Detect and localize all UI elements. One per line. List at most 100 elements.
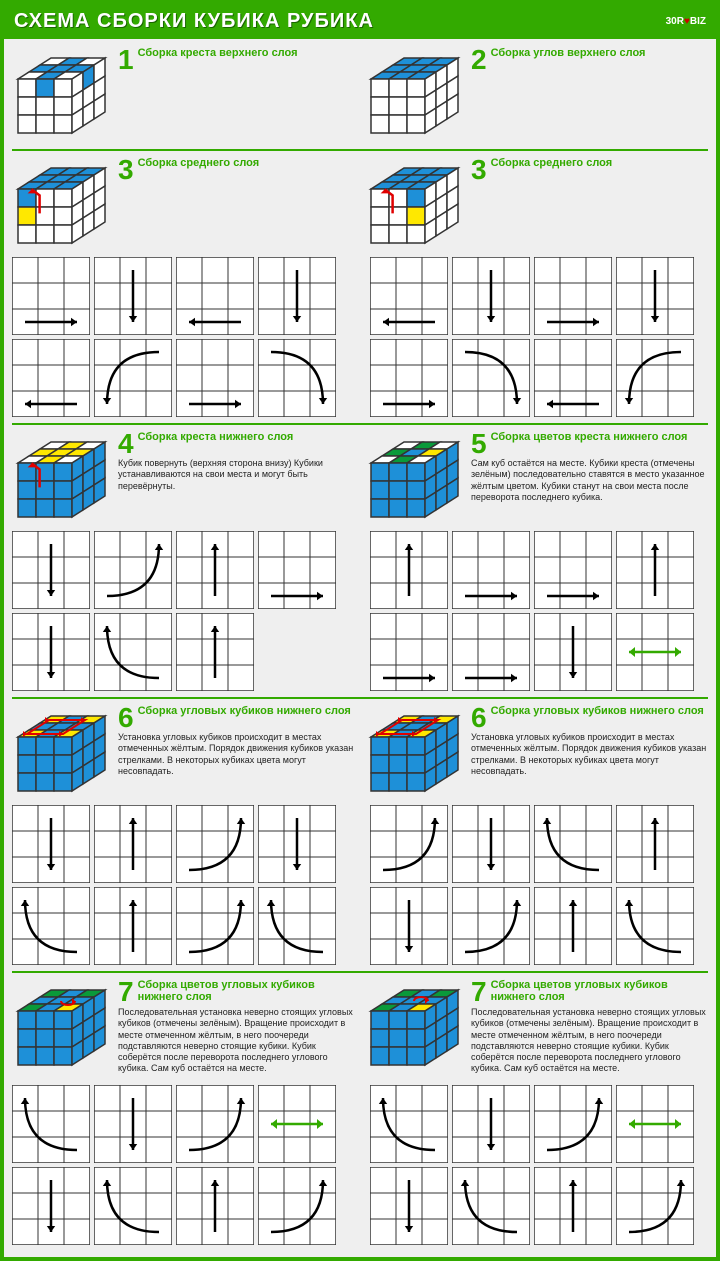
step-desc: Установка угловых кубиков происходит в м… (118, 730, 355, 777)
move-face (370, 805, 448, 883)
move-face (616, 1167, 694, 1245)
move-face (616, 339, 694, 417)
move-face (370, 339, 448, 417)
step-4: 4 Сборка креста нижнего слоя Кубик повер… (12, 431, 355, 521)
cube-icon (12, 705, 112, 795)
move-face (370, 613, 448, 691)
move-face (452, 1085, 530, 1163)
move-face (258, 257, 336, 335)
move-face (534, 531, 612, 609)
move-face (452, 805, 530, 883)
step-2: 2 Сборка углов верхнего слоя (365, 47, 708, 137)
cube-icon (12, 431, 112, 521)
step-title: Сборка креста верхнего слоя (118, 47, 355, 59)
step-desc: Установка угловых кубиков происходит в м… (471, 730, 708, 777)
move-face (12, 1167, 90, 1245)
move-face (176, 531, 254, 609)
step-1: 1 Сборка креста верхнего слоя (12, 47, 355, 137)
move-face (534, 805, 612, 883)
move-face (176, 613, 254, 691)
step-title: Сборка среднего слоя (471, 157, 708, 169)
cube-icon (12, 47, 112, 137)
move-face (94, 887, 172, 965)
step-num: 1 (118, 47, 134, 72)
move-face (12, 1085, 90, 1163)
step-7a: 7 Сборка цветов угловых кубиков нижнего … (12, 979, 355, 1075)
move-face (176, 339, 254, 417)
move-face (534, 1085, 612, 1163)
move-face (258, 1085, 336, 1163)
move-face (176, 257, 254, 335)
move-face (370, 1085, 448, 1163)
move-face (94, 1167, 172, 1245)
move-face (176, 805, 254, 883)
step-title: Сборка цветов угловых кубиков нижнего сл… (471, 979, 708, 1003)
move-face (94, 257, 172, 335)
step-title: Сборка угловых кубиков нижнего слоя (471, 705, 708, 717)
move-face (370, 887, 448, 965)
move-face (94, 805, 172, 883)
step-num: 5 (471, 431, 487, 456)
page-title: СХЕМА СБОРКИ КУБИКА РУБИКА (14, 10, 374, 33)
move-face (258, 531, 336, 609)
move-face (452, 257, 530, 335)
step-title: Сборка угловых кубиков нижнего слоя (118, 705, 355, 717)
move-face (12, 257, 90, 335)
cube-icon (365, 979, 465, 1069)
step-6b: 6 Сборка угловых кубиков нижнего слоя Ус… (365, 705, 708, 795)
step-7b: 7 Сборка цветов угловых кубиков нижнего … (365, 979, 708, 1075)
move-face (12, 887, 90, 965)
step-title: Сборка углов верхнего слоя (471, 47, 708, 59)
move-face (370, 257, 448, 335)
move-face (534, 1167, 612, 1245)
step-num: 6 (471, 705, 487, 730)
move-face (12, 613, 90, 691)
step-3a: 3 Сборка среднего слоя (12, 157, 355, 247)
move-face (94, 531, 172, 609)
step-6a: 6 Сборка угловых кубиков нижнего слоя Ус… (12, 705, 355, 795)
move-face (258, 339, 336, 417)
move-face (452, 531, 530, 609)
step-desc: Кубик повернуть (верхняя сторона внизу) … (118, 456, 355, 492)
move-face (12, 531, 90, 609)
move-face (94, 339, 172, 417)
step-num: 6 (118, 705, 134, 730)
move-face (12, 805, 90, 883)
move-face (452, 613, 530, 691)
step-num: 3 (118, 157, 134, 182)
move-face (452, 887, 530, 965)
cube-icon (12, 157, 112, 247)
cube-icon (365, 431, 465, 521)
move-face (534, 257, 612, 335)
step-desc: Последовательная установка неверно стоящ… (471, 1005, 708, 1075)
move-face (94, 613, 172, 691)
move-face (534, 887, 612, 965)
step-title: Сборка цветов угловых кубиков нижнего сл… (118, 979, 355, 1003)
move-face (534, 613, 612, 691)
move-face (616, 887, 694, 965)
move-face (176, 1085, 254, 1163)
step-num: 3 (471, 157, 487, 182)
move-face (258, 1167, 336, 1245)
step-desc: Сам куб остаётся на месте. Кубики креста… (471, 456, 708, 503)
step-num: 4 (118, 431, 134, 456)
cube-icon (365, 705, 465, 795)
brand: 30R♥BIZ (666, 16, 706, 27)
move-face (176, 1167, 254, 1245)
move-face (616, 257, 694, 335)
header: СХЕМА СБОРКИ КУБИКА РУБИКА 30R♥BIZ (4, 4, 716, 39)
step-title: Сборка среднего слоя (118, 157, 355, 169)
cube-icon (12, 979, 112, 1069)
move-face (452, 339, 530, 417)
step-5: 5 Сборка цветов креста нижнего слоя Сам … (365, 431, 708, 521)
step-desc: Последовательная установка неверно стоящ… (118, 1005, 355, 1075)
move-face (94, 1085, 172, 1163)
move-face (258, 805, 336, 883)
move-face (452, 1167, 530, 1245)
move-face (616, 1085, 694, 1163)
move-face (616, 805, 694, 883)
step-num: 7 (471, 979, 487, 1004)
cube-icon (365, 157, 465, 247)
step-title: Сборка креста нижнего слоя (118, 431, 355, 443)
move-face (370, 531, 448, 609)
